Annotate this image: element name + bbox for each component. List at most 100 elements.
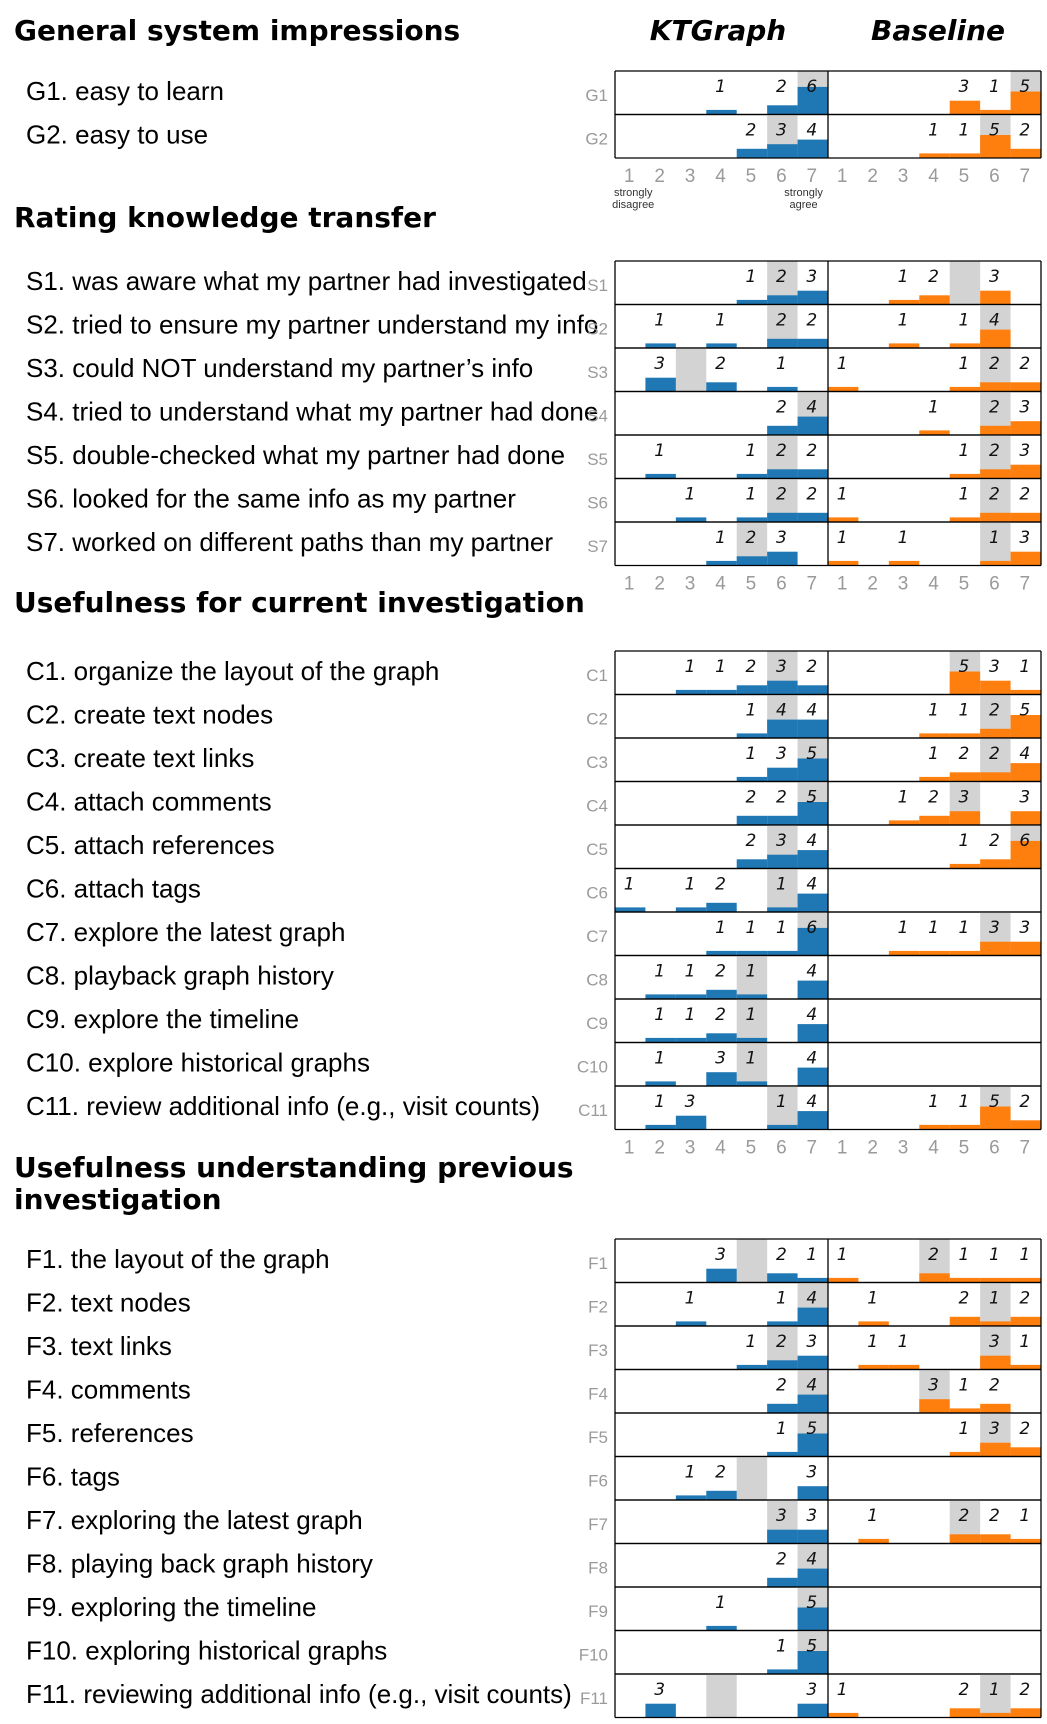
scale-tick: 3 [685,166,696,187]
count-label: 1 [959,1419,970,1439]
count-label: 1 [959,1092,970,1112]
count-label: 2 [959,1506,970,1526]
bar-baseline-5 [949,863,981,869]
count-label: 2 [989,701,1000,721]
bar-ktgraph-3 [675,689,707,695]
item-label: F6. tags [26,1462,120,1492]
count-label: 1 [654,441,665,461]
row-code: F2 [588,1298,608,1317]
count-label: 1 [898,267,909,287]
count-label: 3 [1019,918,1030,938]
bar-ktgraph-7 [797,1607,828,1631]
item-row-s2: S2. tried to ensure my partner understan… [26,303,1042,349]
count-label: 2 [959,1680,970,1700]
median-highlight [736,1239,768,1283]
count-label: 2 [928,267,939,287]
item-row-c11: C11. review additional info (e.g., visit… [26,1085,1042,1131]
count-label: 2 [715,875,726,895]
bar-baseline-6 [980,1321,1011,1326]
item-row-f1: F1. the layout of the graph F1 3 2 1 1 2 1 1 1 [26,1238,1042,1284]
section-title: General system impressions [14,14,460,47]
bar-ktgraph-4 [706,989,737,999]
scale-tick: 1 [624,166,635,187]
count-label: 1 [989,1680,1000,1700]
count-label: 2 [989,1376,1000,1396]
count-label: 1 [746,267,757,287]
bar-ktgraph-2 [645,473,676,479]
item-label: C6. attach tags [26,874,201,904]
count-label: 2 [989,744,1000,764]
count-label: 1 [715,528,726,548]
scale-tick: 4 [928,1138,939,1159]
item-label: F11. reviewing additional info (e.g., vi… [26,1679,572,1709]
count-label: 3 [928,1376,939,1396]
median-highlight [736,999,768,1043]
bar-baseline-7 [1010,382,1041,392]
bar-ktgraph-7 [797,1355,828,1370]
bar-ktgraph-3 [675,1321,707,1326]
bar-baseline-7 [1010,551,1041,566]
item-row-s3: S3. could NOT understand my partner’s in… [26,347,1042,393]
bar-baseline-6 [980,1712,1011,1718]
count-label: 3 [776,1506,787,1526]
scale-tick: 1 [624,1138,635,1159]
bar-baseline-6 [980,135,1011,158]
count-label: 2 [776,267,787,287]
count-label: 3 [1019,788,1030,808]
bar-baseline-7 [1010,689,1041,695]
row-code: F9 [588,1602,608,1621]
item-row-s5: S5. double-checked what my partner had d… [26,434,1042,480]
count-label: 1 [806,1245,817,1265]
count-label: 4 [806,831,817,851]
item-row-f7: F7. exploring the latest graph F7 3 3 1 2 2 1 [26,1499,1042,1545]
row-code: S4 [587,407,608,426]
count-label: 2 [1019,1419,1030,1439]
bar-baseline-5 [949,1124,981,1130]
median-highlight [980,1282,1011,1326]
scale-tick: 2 [654,1138,665,1159]
count-label: 1 [776,918,787,938]
bar-ktgraph-5 [736,1081,768,1086]
bar-ktgraph-5 [736,556,768,566]
bar-ktgraph-5 [736,473,768,479]
count-label: 1 [776,1289,787,1309]
count-label: 2 [776,485,787,505]
bar-ktgraph-6 [767,1321,798,1326]
section-title: Usefulness for current investigation [14,586,585,619]
count-label: 3 [989,657,1000,677]
count-label: 4 [806,875,817,895]
bar-ktgraph-3 [675,1115,707,1130]
bar-baseline-4 [919,950,950,956]
bar-baseline-5 [949,671,981,695]
section-3: Usefulness for current investigation C1. … [14,586,1042,1159]
item-row-s6: S6. looked for the same info as my partn… [26,477,1042,523]
bar-ktgraph-5 [736,685,768,695]
scale-tick: 3 [685,1138,696,1159]
bar-ktgraph-4 [706,109,737,115]
count-label: 4 [806,1049,817,1069]
count-label: 5 [806,744,817,764]
bar-baseline-3 [888,560,920,566]
ktgraph-panel: 3 2 1 [645,348,798,392]
scale-tick: 1 [837,574,848,595]
count-label: 1 [715,77,726,97]
bar-ktgraph-7 [797,1529,828,1544]
bar-baseline-3 [888,299,920,305]
bar-ktgraph-6 [767,512,798,522]
bar-ktgraph-4 [706,1625,737,1631]
bar-ktgraph-6 [767,815,798,825]
bar-baseline-5 [949,1408,981,1413]
bar-ktgraph-6 [767,1451,798,1457]
scale-tick: 4 [928,574,939,595]
